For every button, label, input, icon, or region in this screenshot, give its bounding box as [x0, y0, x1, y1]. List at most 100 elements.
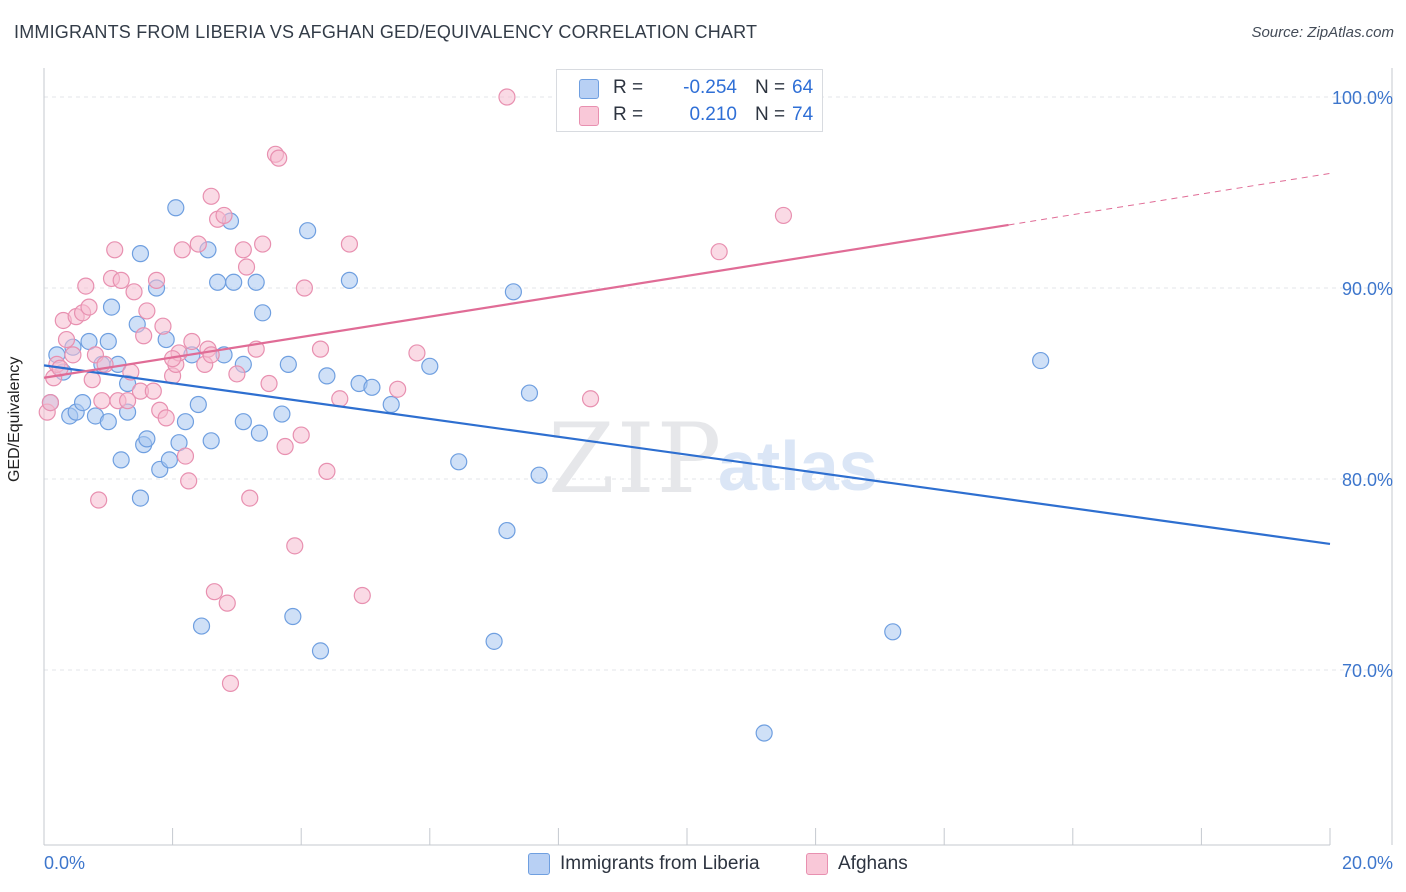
afghan-point: [157, 409, 175, 427]
afghan-point: [286, 537, 304, 555]
liberia-point: [340, 271, 359, 289]
liberia-point: [99, 332, 117, 351]
afghan-point: [241, 489, 259, 507]
afghan-point: [218, 594, 236, 612]
liberia-point: [167, 199, 185, 217]
liberia-point: [382, 395, 400, 414]
afghan-point: [202, 346, 220, 364]
liberia-point: [504, 283, 522, 301]
afghan-trend-extension: [1008, 172, 1331, 226]
bottom-legend-swatch-liberia: [528, 853, 550, 875]
liberia-point: [209, 273, 227, 291]
liberia-point: [279, 355, 297, 373]
liberia-point: [131, 489, 150, 507]
source-credit: Source: ZipAtlas.com: [1251, 24, 1394, 41]
liberia-point: [498, 521, 516, 540]
afghan-trend-line: [43, 223, 1009, 379]
legend-r-value: 0.210: [689, 104, 737, 125]
afghan-point: [135, 327, 153, 345]
afghan-point: [408, 344, 426, 362]
chart-title: IMMIGRANTS FROM LIBERIA VS AFGHAN GED/EQ…: [14, 22, 758, 42]
liberia-point: [485, 632, 503, 650]
legend-n-label: N =: [755, 77, 786, 98]
liberia-point: [102, 298, 121, 316]
legend-n-label: N =: [755, 104, 786, 125]
afghan-point: [125, 283, 143, 301]
afghan-point: [710, 243, 728, 261]
liberia-point: [225, 273, 243, 291]
afghan-point: [154, 317, 172, 335]
afghan-point: [353, 586, 371, 605]
liberia-point: [99, 413, 117, 431]
legend-r-value: -0.254: [683, 77, 737, 98]
liberia-point: [450, 453, 468, 471]
afghan-point: [41, 394, 60, 412]
afghan-point: [90, 491, 108, 509]
y-tick-label: 70.0%: [1342, 661, 1393, 681]
afghan-point: [80, 298, 98, 316]
liberia-point: [299, 222, 317, 240]
legend-n-value: 64: [792, 77, 814, 98]
afghan-point: [106, 241, 124, 259]
liberia-point: [131, 245, 150, 263]
liberia-point: [755, 724, 773, 742]
afghan-point: [57, 330, 76, 349]
liberia-point: [160, 451, 178, 469]
liberia-point: [250, 424, 269, 442]
afghan-point: [221, 674, 240, 692]
stats-legend: R = -0.254 N = 64 R = 0.210 N = 74: [556, 69, 823, 132]
afghan-point: [276, 437, 294, 456]
afghan-point: [318, 462, 336, 480]
y-tick-label: 100.0%: [1332, 88, 1393, 108]
afghan-point: [180, 472, 198, 490]
afghan-point: [215, 206, 233, 225]
legend-n-value: 74: [792, 104, 814, 125]
afghan-point: [340, 235, 359, 253]
afghan-point: [234, 241, 252, 259]
liberia-point: [176, 413, 195, 431]
liberia-point: [520, 384, 539, 402]
afghan-point: [144, 382, 162, 400]
liberia-point: [363, 378, 381, 396]
liberia-trend-line: [43, 364, 1331, 546]
afghan-point: [311, 340, 330, 358]
watermark-zip: ZIP: [548, 403, 723, 515]
afghan-point: [173, 241, 191, 259]
liberia-point: [202, 432, 220, 450]
liberia-point: [189, 395, 207, 414]
afghan-point: [237, 258, 256, 276]
liberia-point: [318, 367, 336, 385]
x-tick-label: 20.0%: [1342, 853, 1393, 873]
liberia-point: [311, 642, 330, 660]
liberia-point: [421, 357, 439, 375]
afghan-point: [64, 346, 82, 364]
afghan-point: [202, 187, 220, 205]
legend-r-label: R =: [613, 104, 644, 125]
bottom-legend-swatch-afghans: [806, 853, 828, 875]
afghan-point: [183, 332, 201, 351]
liberia-point: [284, 607, 302, 626]
x-tick-label: 0.0%: [44, 853, 85, 873]
liberia-point: [192, 617, 211, 635]
afghan-point: [176, 447, 195, 465]
liberia-point: [1032, 351, 1050, 370]
liberia-point: [112, 451, 130, 469]
afghan-point: [389, 380, 407, 398]
afghan-point: [581, 390, 600, 408]
afghan-point: [228, 365, 246, 383]
liberia-point: [234, 413, 252, 431]
liberia-point: [73, 394, 92, 412]
afghan-point: [331, 390, 349, 408]
afghan-point: [498, 88, 516, 106]
afghan-point: [118, 392, 137, 410]
watermark-atlas: atlas: [718, 427, 878, 505]
legend-swatch-afghans: [579, 106, 599, 126]
y-tick-label: 90.0%: [1342, 279, 1393, 299]
afghan-point: [774, 206, 793, 225]
afghan-point: [77, 277, 95, 295]
liberia-point: [254, 304, 272, 322]
afghan-point: [292, 426, 310, 444]
liberia-point: [273, 405, 291, 423]
afghan-point: [147, 271, 166, 289]
